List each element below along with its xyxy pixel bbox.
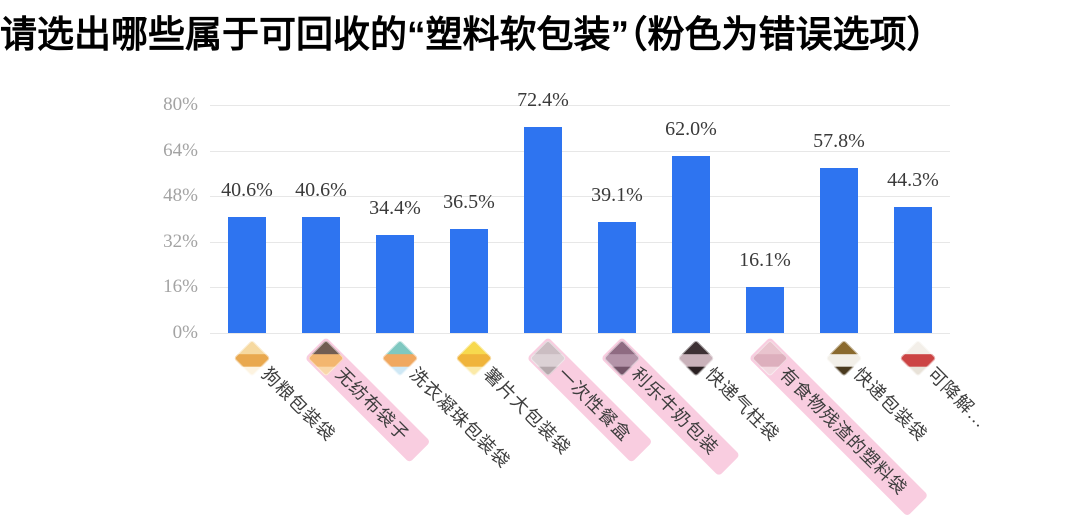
y-axis-tick-label: 32% [163,230,198,252]
bar-狗粮包装袋 [228,217,266,333]
y-axis-tick-label: 80% [163,94,198,115]
bar-value-label: 44.3% [887,168,939,191]
bar-快递气柱袋 [672,156,710,333]
bar-value-label: 34.4% [369,196,421,219]
bar-利乐牛奶包装 [598,221,636,333]
bar-value-label: 62.0% [665,118,717,141]
category-label-text: 可降解… [923,363,992,432]
bar-value-label: 40.6% [295,179,347,202]
x-category-label-利乐牛奶包装: 利乐牛奶包装 [600,337,741,477]
bar-value-label: 72.4% [517,88,569,111]
bar-可降解… [894,206,932,333]
y-axis-tick-label: 16% [163,276,198,298]
bar-value-label: 16.1% [739,249,791,272]
x-category-label-洗衣凝珠包装袋: 洗衣凝珠包装袋 [379,337,523,481]
y-axis-tick-label: 48% [163,185,198,207]
y-axis-tick-label: 0% [172,322,198,343]
bar-value-label: 36.5% [443,190,495,213]
bar-一次性餐盒 [524,126,562,333]
gridline-32% [210,241,950,243]
gridline-80% [210,105,950,106]
bar-value-label: 57.8% [813,130,865,153]
bar-薯片大包装袋 [450,228,488,333]
gridline-0% [210,333,950,334]
bar-value-label: 39.1% [591,183,643,206]
gridline-64% [210,150,950,152]
gridline-16% [210,287,950,289]
bar-无纺布袋子 [302,217,340,333]
bar-有食物残渣的塑料袋 [746,287,784,333]
y-axis-tick-label: 64% [163,139,198,161]
bar-value-label: 40.6% [221,179,273,202]
page-title: 请选出哪些属于可回收的“塑料软包装”（粉色为错误选项） [0,14,944,55]
bar-快递包装袋 [820,168,858,333]
gridline-48% [210,196,950,198]
bar-洗衣凝珠包装袋 [376,234,414,333]
